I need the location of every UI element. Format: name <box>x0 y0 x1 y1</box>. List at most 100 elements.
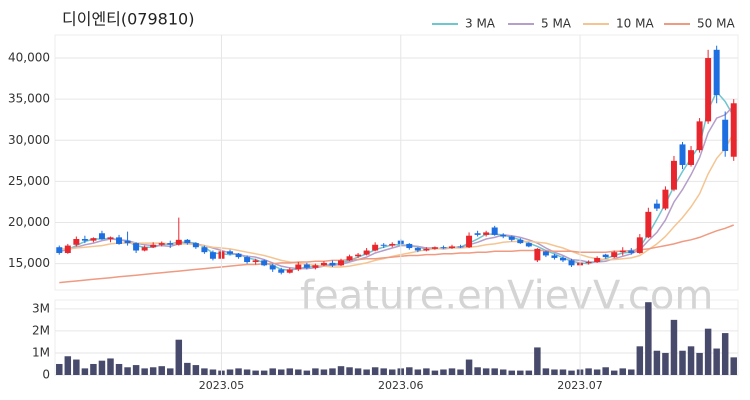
volume-bar <box>679 350 686 375</box>
candle-body <box>594 257 601 263</box>
volume-bar <box>141 368 148 375</box>
volume-bar <box>585 368 592 375</box>
volume-bar <box>440 369 447 375</box>
candle-body <box>705 58 712 122</box>
candle-body <box>150 244 157 248</box>
volume-bar <box>149 367 157 375</box>
volume-bar <box>184 362 191 375</box>
candle-body <box>116 237 123 244</box>
candle-body <box>98 233 105 239</box>
candle-body <box>158 243 165 245</box>
watermark: feature.enVievV.com <box>300 273 713 319</box>
candle-body <box>363 250 370 255</box>
candle-body <box>525 243 532 247</box>
y-tick-label: 1M <box>32 345 50 359</box>
volume-bar <box>286 368 294 375</box>
candle-body <box>542 251 549 256</box>
candle-body <box>414 248 421 251</box>
candle-body <box>568 260 575 266</box>
volume-bar <box>303 370 311 375</box>
volume-bar <box>431 370 439 375</box>
volume-bar <box>662 352 669 375</box>
volume-bar <box>636 346 644 375</box>
candle-body <box>209 252 216 259</box>
candle-body <box>585 262 592 264</box>
y-tick-label: 20,000 <box>8 215 50 229</box>
volume-bar <box>90 363 97 375</box>
volume-panel <box>54 299 739 376</box>
volume-bar <box>670 319 678 375</box>
candle-body <box>440 247 447 249</box>
volume-bar <box>593 369 601 375</box>
volume-bar <box>124 367 131 375</box>
candle-body <box>491 227 498 235</box>
candle-body <box>73 239 80 245</box>
volume-bar <box>260 370 268 375</box>
candle-body <box>619 250 626 253</box>
candle-body <box>713 49 720 96</box>
volume-bar <box>346 367 353 375</box>
legend-label: 50 MA <box>697 17 735 31</box>
candle-body <box>286 269 293 273</box>
volume-bar <box>414 369 422 375</box>
candle-body <box>227 251 234 254</box>
candle-body <box>201 247 208 253</box>
volume-bar <box>517 370 524 375</box>
candle-body <box>64 245 71 253</box>
x-tick-label: 2023.05 <box>199 379 245 392</box>
candle-body <box>346 256 353 261</box>
candle-body <box>184 239 191 244</box>
candle-body <box>56 247 63 253</box>
candle-body <box>141 247 148 251</box>
candle-body <box>534 248 541 261</box>
candle-body <box>645 211 652 238</box>
volume-bar <box>201 368 208 375</box>
volume-bar <box>295 369 302 375</box>
volume-bar <box>329 368 336 375</box>
volume-bar <box>56 363 63 375</box>
candle-body <box>389 243 396 246</box>
candle-body <box>722 119 729 151</box>
candle-body <box>269 265 276 270</box>
volume-bar <box>559 369 567 375</box>
candle-body <box>628 250 635 253</box>
volume-bar <box>499 369 507 375</box>
candle-body <box>320 262 327 266</box>
volume-bar <box>457 369 464 375</box>
volume-bar <box>115 363 123 375</box>
candle-body <box>167 243 174 245</box>
volume-bar <box>602 367 609 375</box>
volume-bar <box>474 367 481 375</box>
volume-bar <box>158 366 165 375</box>
volume-bar <box>568 370 575 375</box>
candle-body <box>235 253 242 258</box>
volume-bar <box>235 368 242 375</box>
volume-bar <box>81 368 89 375</box>
volume-bar <box>423 368 430 375</box>
volume-bar <box>525 370 533 375</box>
volume-bar <box>363 369 370 375</box>
candle-body <box>730 103 737 157</box>
y-tick-label: 40,000 <box>8 51 50 65</box>
candle-body <box>611 252 618 258</box>
candle-body <box>551 255 558 258</box>
volume-bar <box>610 370 618 375</box>
candle-body <box>457 246 464 248</box>
candle-body <box>338 260 344 266</box>
volume-bar <box>354 368 362 375</box>
volume-bar <box>320 369 328 375</box>
candle-body <box>483 232 490 235</box>
x-tick-label: 2023.06 <box>378 379 424 392</box>
y-tick-label: 15,000 <box>8 256 50 270</box>
candle-body <box>81 239 88 241</box>
x-tick-label: 2023.07 <box>557 379 603 392</box>
volume-bar <box>619 368 626 375</box>
candle-body <box>372 244 379 251</box>
candle-body <box>602 254 609 258</box>
volume-bar <box>645 302 652 375</box>
candle-body <box>329 262 336 266</box>
candle-body <box>90 238 97 241</box>
y-tick-label: 0 <box>42 368 50 382</box>
volume-bar <box>243 369 251 375</box>
